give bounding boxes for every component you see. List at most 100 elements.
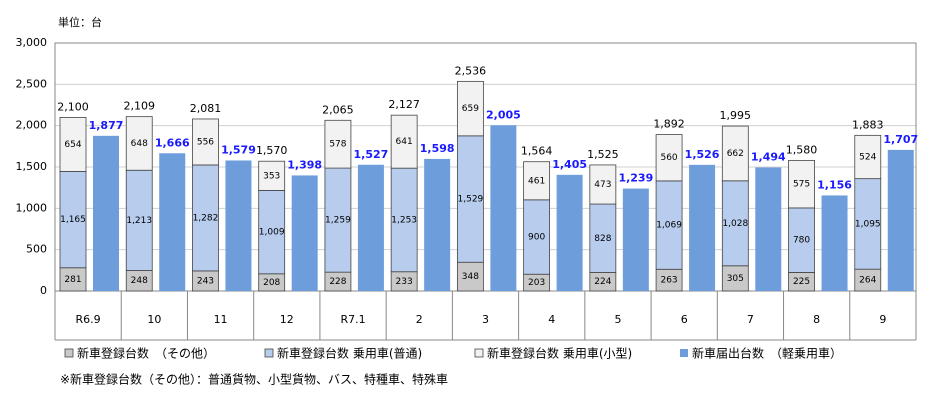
segment-label: 225 [793,277,810,287]
y-tick-label: 500 [26,243,47,256]
segment-label: 578 [329,140,346,150]
segment-label: 263 [660,276,677,286]
x-tick-label: 4 [548,313,555,326]
bar-segment [689,164,716,291]
total-label: 1,525 [587,148,619,161]
segment-label: 1,069 [656,221,682,231]
x-tick-label: 11 [214,313,228,326]
segment-label: 662 [727,149,744,159]
bar-label: 1,405 [552,158,587,171]
segment-label: 641 [396,137,413,147]
total-label: 2,065 [322,103,354,116]
bar-label: 1,666 [155,136,190,149]
bar-segment [456,261,484,292]
segment-label: 224 [594,277,611,287]
bar-label: 1,156 [817,178,852,191]
legend-swatch [264,348,274,358]
x-tick-label: 2 [416,313,423,326]
bar-segment [59,117,87,172]
bar-segment [589,203,617,273]
segment-label: 281 [64,275,81,285]
bar-segment [589,164,617,205]
bar-segment [192,118,219,166]
bar-segment [258,160,286,191]
bar-segment [324,119,352,169]
bar-segment [655,180,683,270]
bar-segment [424,158,451,291]
bar-label: 1,494 [751,150,786,163]
bar-segment [93,135,119,291]
bar-segment [788,159,815,209]
total-label: 2,127 [388,98,420,111]
legend-swatch [64,348,74,358]
segment-label: 233 [396,277,413,287]
legend-label: 新車届出台数 （軽乗用車） [692,346,842,361]
bar-segment [125,116,153,171]
plot-border [54,42,917,292]
total-label: 1,883 [852,118,884,131]
total-label: 2,100 [57,100,89,113]
bar-segment [821,195,848,291]
segment-label: 461 [528,176,545,186]
x-tick-label: 9 [879,313,886,326]
bar-segment [490,125,517,292]
segment-label: 305 [727,274,744,284]
bar-segment [456,80,484,137]
segment-label: 1,165 [60,215,86,225]
bar-label: 1,398 [287,158,322,171]
legend-label: 新車登録台数 （その他） [77,346,215,361]
footnote: ※新車登録台数（その他）：普通貨物、小型貨物、バス、特種車、特殊車 [60,372,448,387]
bar-segment [357,164,384,291]
segment-label: 248 [131,276,148,286]
legend-swatch [474,348,484,358]
legend-label: 新車登録台数 乗用車(小型) [487,346,632,361]
bar-segment [192,164,219,272]
bar-segment [556,174,583,291]
bar-label: 1,707 [883,133,918,146]
bar-segment [159,153,186,291]
bar-segment [788,207,815,273]
segment-label: 1,095 [855,219,881,229]
total-label: 2,109 [123,100,155,113]
segment-label: 203 [528,278,545,288]
bar-segment [721,125,749,182]
bar-segment [523,199,551,275]
segment-label: 524 [859,152,876,162]
unit-label: 単位：台 [58,15,102,29]
legend-label: 新車登録台数 乗用車(普通) [277,346,422,361]
segment-label: 575 [793,180,810,190]
x-tick-label: R7.1 [340,313,365,326]
segment-label: 560 [660,153,677,163]
x-tick-label: R6.9 [76,313,101,326]
bar-segment [390,167,418,273]
total-label: 1,892 [653,118,685,131]
bar-segment [125,169,153,271]
x-tick-label: 7 [747,313,754,326]
bar-segment [887,149,914,291]
bar-label: 1,526 [685,148,720,161]
bar-label: 1,527 [354,148,389,161]
total-label: 1,580 [786,143,818,156]
bar-segment [655,134,683,182]
y-tick-label: 1,000 [16,201,48,214]
segment-label: 828 [594,234,611,244]
y-tick-label: 0 [40,284,47,297]
segment-label: 228 [329,277,346,287]
segment-label: 1,213 [126,216,152,226]
segment-label: 1,259 [325,216,351,226]
bar-segment [291,175,318,291]
x-tick-label: 12 [280,313,294,326]
segment-label: 1,253 [391,215,417,225]
segment-label: 654 [64,140,81,150]
bar-segment [390,114,418,169]
bar-segment [225,160,252,291]
bar-segment [258,189,286,275]
bar-label: 2,005 [486,108,521,121]
segment-label: 243 [197,276,214,286]
x-tick-label: 3 [482,313,489,326]
segment-label: 648 [131,139,148,149]
segment-label: 353 [263,171,280,181]
bar-label: 1,598 [420,142,455,155]
x-tick-label: 5 [614,313,621,326]
